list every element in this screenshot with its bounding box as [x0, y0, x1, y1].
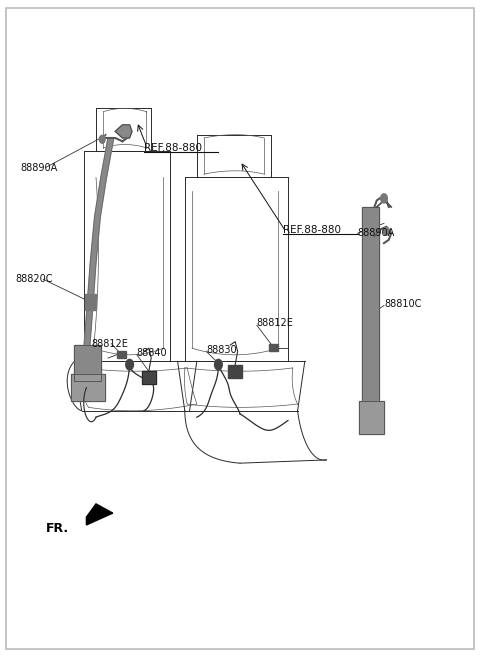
- Polygon shape: [269, 344, 278, 351]
- Polygon shape: [87, 138, 114, 302]
- Polygon shape: [117, 351, 126, 358]
- Circle shape: [215, 359, 222, 370]
- Text: 88810C: 88810C: [384, 298, 421, 309]
- Text: 88812E: 88812E: [257, 318, 294, 328]
- Text: 88830: 88830: [206, 344, 237, 355]
- Text: REF.88-880: REF.88-880: [144, 143, 202, 153]
- Text: 88820C: 88820C: [15, 274, 53, 284]
- Polygon shape: [74, 345, 101, 381]
- Polygon shape: [85, 294, 96, 310]
- Text: 88840: 88840: [137, 348, 168, 358]
- Polygon shape: [81, 302, 93, 381]
- Polygon shape: [362, 207, 379, 411]
- Circle shape: [381, 194, 387, 203]
- Text: FR.: FR.: [46, 522, 69, 535]
- Text: 88890A: 88890A: [358, 228, 395, 238]
- Text: 88812E: 88812E: [91, 338, 128, 349]
- Text: REF.88-880: REF.88-880: [283, 225, 341, 235]
- Circle shape: [126, 359, 133, 370]
- Polygon shape: [86, 504, 113, 525]
- Polygon shape: [359, 401, 384, 434]
- Circle shape: [384, 227, 389, 235]
- Polygon shape: [142, 371, 156, 384]
- Polygon shape: [228, 365, 242, 378]
- Polygon shape: [71, 374, 105, 401]
- Circle shape: [99, 135, 105, 143]
- Text: 88890A: 88890A: [20, 162, 58, 173]
- Polygon shape: [115, 125, 132, 138]
